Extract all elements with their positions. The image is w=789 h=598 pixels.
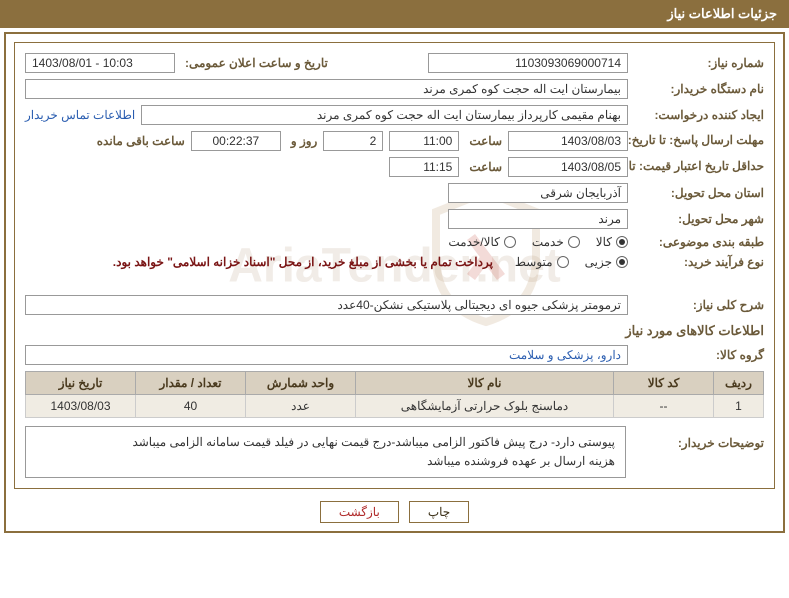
buyer-notes-line1: پیوستی دارد- درج پیش فاکتور الزامی میباش… (36, 433, 615, 452)
goods-info-header: اطلاعات کالاهای مورد نیاز (25, 323, 764, 339)
requester-label: ایجاد کننده درخواست: (634, 108, 764, 122)
buyer-org-label: نام دستگاه خریدار: (634, 82, 764, 96)
cell-code: -- (614, 395, 714, 418)
page-title: جزئیات اطلاعات نیاز (667, 6, 777, 21)
back-button[interactable]: بازگشت (320, 501, 399, 523)
time-label-2: ساعت (465, 160, 502, 174)
province-label: استان محل تحویل: (634, 186, 764, 200)
need-no-value: 1103093069000714 (428, 53, 628, 73)
radio-both-circle (504, 236, 516, 248)
radio-medium-label: متوسط (515, 255, 553, 269)
price-time-value: 11:15 (389, 157, 459, 177)
col-idx: ردیف (714, 372, 764, 395)
cell-idx: 1 (714, 395, 764, 418)
resp-time-value: 11:00 (389, 131, 459, 151)
cell-name: دماسنج بلوک حرارتی آزمایشگاهی (356, 395, 614, 418)
need-no-label: شماره نیاز: (634, 56, 764, 70)
radio-medium[interactable]: متوسط (515, 255, 569, 269)
desc-label: شرح کلی نیاز: (634, 298, 764, 312)
button-bar: چاپ بازگشت (14, 501, 775, 523)
announce-label: تاریخ و ساعت اعلان عمومی: (181, 56, 328, 70)
city-value: مرند (448, 209, 628, 229)
requester-value: بهنام مقیمی کارپرداز بیمارستان ایت اله ح… (141, 105, 628, 125)
goods-group-value: دارو، پزشکی و سلامت (25, 345, 628, 365)
goods-group-label: گروه کالا: (634, 348, 764, 362)
goods-table: ردیف کد کالا نام کالا واحد شمارش تعداد /… (25, 371, 764, 418)
col-date: تاریخ نیاز (26, 372, 136, 395)
radio-minor-circle (616, 256, 628, 268)
table-row: 1 -- دماسنج بلوک حرارتی آزمایشگاهی عدد 4… (26, 395, 764, 418)
price-deadline-label: حداقل تاریخ اعتبار قیمت: تا تاریخ: (634, 159, 764, 175)
radio-medium-circle (557, 256, 569, 268)
days-value: 2 (323, 131, 383, 151)
radio-minor-label: جزیی (585, 255, 612, 269)
col-qty: تعداد / مقدار (136, 372, 246, 395)
remaining-label: ساعت باقی مانده (93, 134, 185, 148)
price-date-value: 1403/08/05 (508, 157, 628, 177)
remaining-time: 00:22:37 (191, 131, 281, 151)
purchase-type-label: نوع فرآیند خرید: (634, 255, 764, 269)
radio-service-label: خدمت (532, 235, 564, 249)
buyer-notes-label: توضیحات خریدار: (634, 426, 764, 450)
page-header: جزئیات اطلاعات نیاز (0, 0, 789, 28)
resp-deadline-label: مهلت ارسال پاسخ: تا تاریخ: (634, 133, 764, 149)
col-name: نام کالا (356, 372, 614, 395)
outer-frame: AriaTender.net شماره نیاز: 1103093069000… (4, 32, 785, 533)
buyer-org-value: بیمارستان ایت اله حجت کوه کمری مرند (25, 79, 628, 99)
city-label: شهر محل تحویل: (634, 212, 764, 226)
purchase-type-radio-group: جزیی متوسط (515, 255, 628, 269)
radio-goods-circle (616, 236, 628, 248)
province-value: آذربایجان شرقی (448, 183, 628, 203)
resp-date-value: 1403/08/03 (508, 131, 628, 151)
table-header-row: ردیف کد کالا نام کالا واحد شمارش تعداد /… (26, 372, 764, 395)
col-code: کد کالا (614, 372, 714, 395)
radio-both-label: کالا/خدمت (448, 235, 499, 249)
radio-minor[interactable]: جزیی (585, 255, 628, 269)
radio-goods[interactable]: کالا (596, 235, 628, 249)
radio-service-circle (568, 236, 580, 248)
cell-date: 1403/08/03 (26, 395, 136, 418)
radio-service[interactable]: خدمت (532, 235, 580, 249)
buyer-notes-line2: هزینه ارسال بر عهده فروشنده میباشد (36, 452, 615, 471)
print-button[interactable]: چاپ (409, 501, 469, 523)
time-label-1: ساعت (465, 134, 502, 148)
contact-link[interactable]: اطلاعات تماس خریدار (25, 108, 135, 122)
category-label: طبقه بندی موضوعی: (634, 235, 764, 249)
inner-frame: AriaTender.net شماره نیاز: 1103093069000… (14, 42, 775, 489)
desc-value: ترمومتر پزشکی جیوه ای دیجیتالی پلاستیکی … (25, 295, 628, 315)
col-unit: واحد شمارش (246, 372, 356, 395)
announce-value: 1403/08/01 - 10:03 (25, 53, 175, 73)
cell-qty: 40 (136, 395, 246, 418)
radio-both[interactable]: کالا/خدمت (448, 235, 515, 249)
category-radio-group: کالا خدمت کالا/خدمت (448, 235, 628, 249)
days-label: روز و (287, 134, 318, 148)
purchase-note: پرداخت تمام یا بخشی از مبلغ خرید، از محل… (113, 255, 493, 269)
cell-unit: عدد (246, 395, 356, 418)
radio-goods-label: کالا (596, 235, 612, 249)
buyer-notes-box: پیوستی دارد- درج پیش فاکتور الزامی میباش… (25, 426, 626, 478)
